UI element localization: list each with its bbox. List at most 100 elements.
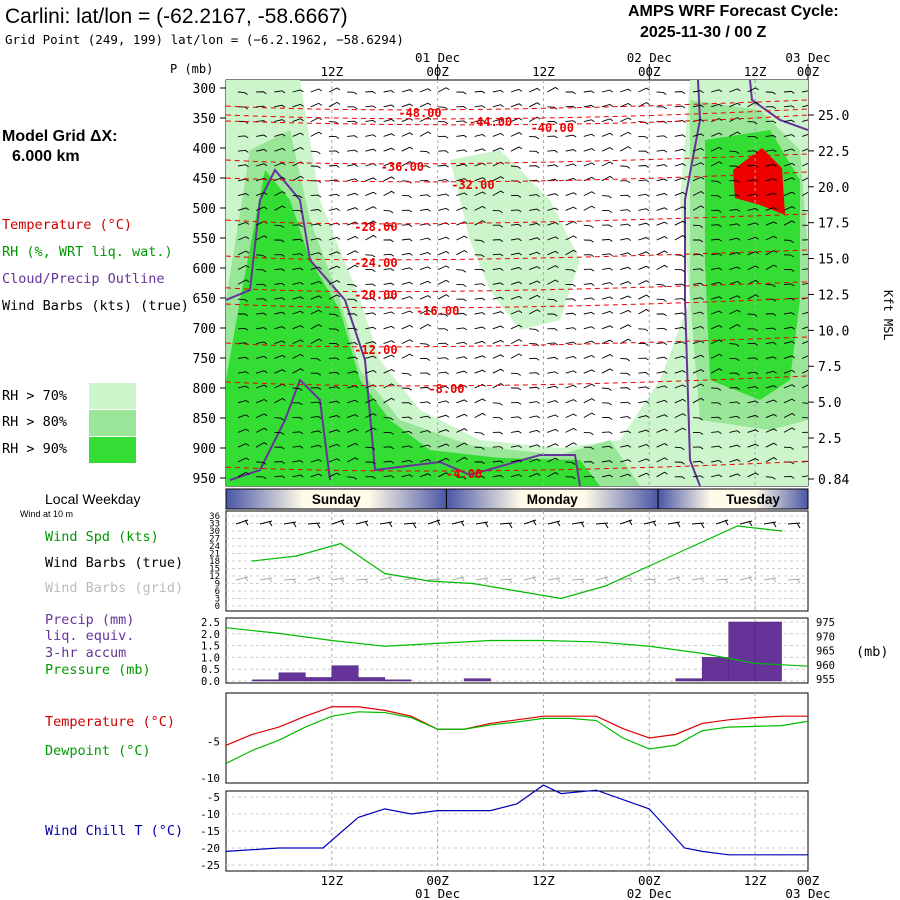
wind-barb-grid bbox=[763, 577, 777, 583]
wind-barb-true bbox=[739, 520, 753, 527]
legend-cloud-outline: Cloud/Precip Outline bbox=[2, 271, 165, 287]
wind-barb bbox=[474, 239, 485, 243]
wind-barb bbox=[729, 223, 741, 227]
rh-shading bbox=[226, 80, 808, 486]
wind-barb bbox=[347, 135, 358, 139]
wind-barb bbox=[529, 458, 541, 463]
wind-barb bbox=[347, 106, 358, 110]
wind-barb bbox=[711, 445, 722, 449]
wind-barb bbox=[347, 149, 358, 153]
wind-barb bbox=[638, 265, 650, 271]
wind-barb bbox=[802, 369, 808, 374]
wind-barb-grid bbox=[235, 576, 249, 582]
wind-barb bbox=[692, 162, 705, 167]
wind-barb bbox=[256, 461, 267, 465]
label-wind-speed: Wind Spd (kts) bbox=[45, 529, 159, 545]
wind-barb bbox=[765, 356, 777, 360]
wind-barb bbox=[274, 147, 286, 152]
wind-barb bbox=[310, 209, 322, 212]
wind-barb bbox=[328, 101, 341, 108]
label-wind-barbs-grid: Wind Barbs (grid) bbox=[45, 580, 184, 596]
wind-barb bbox=[638, 458, 650, 463]
wind-barb bbox=[638, 357, 649, 361]
wind-barb bbox=[365, 220, 377, 226]
temperature-contour-label: -36.00 bbox=[381, 160, 424, 174]
wind-barb bbox=[328, 313, 339, 317]
wind-barb bbox=[456, 178, 468, 182]
wind-barb-grid bbox=[331, 577, 345, 583]
wind-barb bbox=[638, 386, 650, 390]
wind-barb bbox=[711, 267, 723, 271]
wind-barb bbox=[729, 309, 741, 315]
wind-barb bbox=[474, 105, 486, 109]
wind-barb bbox=[347, 313, 358, 317]
wind-barb bbox=[419, 280, 432, 285]
wind-barb bbox=[401, 267, 413, 271]
wind-barb bbox=[474, 148, 486, 152]
wind-barb bbox=[347, 370, 359, 374]
wind-barb bbox=[401, 310, 413, 315]
wind-barb bbox=[547, 313, 558, 317]
wind-barb bbox=[674, 355, 686, 359]
wind-barb bbox=[601, 417, 613, 420]
wind-barb bbox=[347, 342, 358, 345]
wind-barb bbox=[601, 238, 613, 242]
wind-barb bbox=[692, 104, 704, 108]
wind-barb bbox=[601, 282, 613, 285]
wind-barb bbox=[328, 280, 341, 285]
wind-barb bbox=[783, 191, 796, 197]
wind-barb bbox=[656, 457, 668, 463]
temperature-contour-label: -8.00 bbox=[428, 382, 464, 396]
wind-barb bbox=[674, 235, 687, 241]
wind-barb bbox=[328, 400, 340, 404]
wind-barb bbox=[256, 384, 268, 389]
wind-barb bbox=[729, 102, 741, 108]
wind-barb bbox=[237, 250, 250, 256]
wind-barb bbox=[492, 402, 503, 406]
wind-barb bbox=[638, 222, 650, 226]
wind-barb bbox=[620, 309, 632, 315]
wind-barb bbox=[383, 190, 395, 196]
wind-barb bbox=[692, 460, 704, 464]
wind-barb bbox=[765, 399, 777, 404]
wind-barb bbox=[274, 224, 285, 229]
wind-barb bbox=[802, 417, 808, 419]
wind-barb bbox=[419, 473, 432, 478]
wind-barb bbox=[674, 91, 686, 95]
wind-barb bbox=[711, 224, 722, 228]
wind-barb bbox=[620, 281, 632, 285]
wind-barb bbox=[401, 459, 413, 463]
wind-barb bbox=[365, 369, 377, 374]
wind-barb bbox=[456, 413, 468, 419]
precip-tick-label: 2.0 bbox=[201, 629, 220, 641]
wind-barb bbox=[437, 294, 450, 300]
wind-barb bbox=[529, 429, 541, 433]
wind-barb bbox=[256, 134, 268, 138]
wind-barb bbox=[510, 445, 522, 449]
grid-point-label: Grid Point (249, 199) lat/lon = (−6.2.19… bbox=[5, 32, 404, 47]
weekday-segment bbox=[657, 488, 809, 510]
wind-barb bbox=[547, 400, 559, 404]
wind-barb bbox=[474, 297, 486, 301]
temperature-dewpoint-series bbox=[225, 706, 809, 764]
page-title: Carlini: lat/lon = (-62.2167, -58.6667) bbox=[5, 5, 348, 28]
wind-barb bbox=[292, 118, 304, 123]
temperature-contour bbox=[226, 297, 808, 309]
wind-barb bbox=[529, 150, 540, 154]
wind-barb bbox=[310, 338, 323, 344]
wind-barb bbox=[529, 343, 540, 347]
wind-barb bbox=[747, 222, 759, 226]
wind-barb bbox=[601, 224, 613, 228]
wind-barb bbox=[419, 102, 432, 108]
wind-barb bbox=[255, 235, 268, 241]
wind-barb bbox=[601, 354, 614, 359]
wind-tick-label: 24 bbox=[209, 542, 220, 552]
wind-barb bbox=[310, 324, 323, 330]
legend-wind-barbs: Wind Barbs (kts) (true) bbox=[2, 298, 189, 314]
wind-barb bbox=[656, 264, 668, 270]
wind-barb bbox=[237, 193, 250, 197]
wind-barb-true bbox=[571, 521, 585, 528]
wind-barb bbox=[583, 446, 594, 450]
wind-barb bbox=[492, 474, 504, 478]
wind-barb bbox=[365, 177, 377, 182]
